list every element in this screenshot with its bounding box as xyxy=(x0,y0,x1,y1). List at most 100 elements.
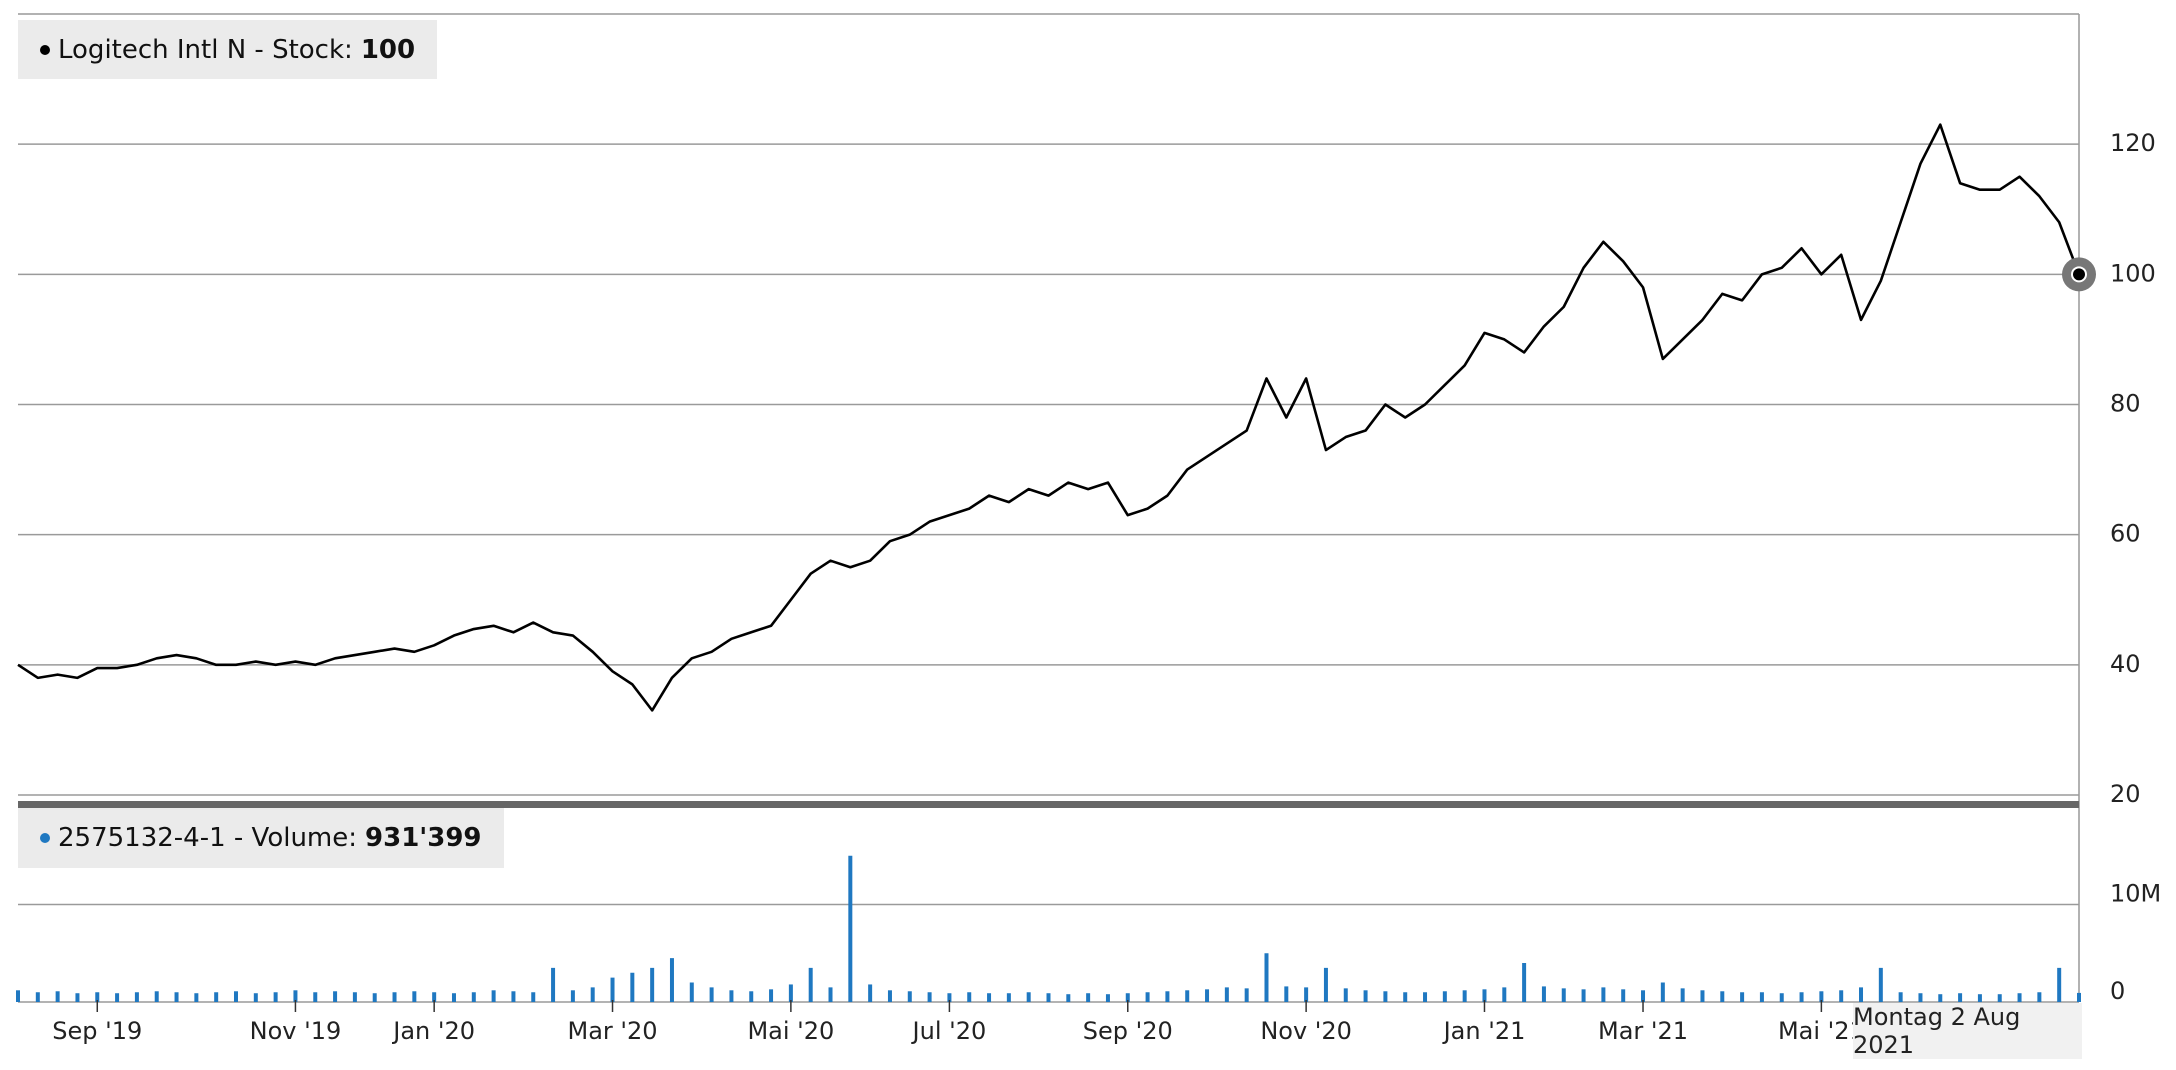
volume-bar xyxy=(927,992,932,1002)
volume-bar xyxy=(115,993,120,1002)
volume-bar xyxy=(2057,967,2062,1002)
crosshair-label: Montag 2 Aug 2021 xyxy=(1853,1003,2082,1059)
volume-bar xyxy=(1482,989,1487,1002)
volume-bar xyxy=(1898,992,1903,1002)
volume-bar xyxy=(1423,992,1428,1002)
volume-bar xyxy=(1918,993,1923,1002)
y-tick-label: 120 xyxy=(2110,129,2156,157)
volume-bar xyxy=(967,992,972,1002)
volume-bar xyxy=(2017,993,2022,1002)
volume-bar xyxy=(174,992,179,1002)
x-tick-label: Mai '21 xyxy=(1778,1017,1865,1045)
volume-bar xyxy=(1839,990,1844,1002)
volume-bar xyxy=(1264,953,1269,1002)
volume-bar xyxy=(1462,990,1467,1002)
volume-bar xyxy=(1977,994,1982,1002)
legend-dot xyxy=(40,833,50,843)
volume-bar xyxy=(1343,988,1348,1002)
volume-bar xyxy=(1363,990,1368,1002)
y-tick-label: 100 xyxy=(2110,259,2156,287)
volume-bar xyxy=(709,987,714,1002)
volume-bar xyxy=(1502,987,1507,1002)
volume-bar xyxy=(887,990,892,1002)
volume-bar xyxy=(1284,986,1289,1002)
volume-bar xyxy=(1383,991,1388,1002)
x-tick-label: Jan '21 xyxy=(1442,1017,1526,1045)
volume-bar xyxy=(630,972,635,1002)
volume-bar xyxy=(669,958,674,1002)
volume-bar xyxy=(828,987,833,1002)
volume-bar xyxy=(570,990,575,1002)
volume-bar xyxy=(352,992,357,1002)
legend-label: Logitech Intl N - Stock: xyxy=(58,34,353,65)
volume-bar xyxy=(1105,994,1110,1002)
volume-bar xyxy=(1561,988,1566,1002)
volume-bar xyxy=(907,991,912,1002)
volume-bar xyxy=(1066,994,1071,1002)
volume-bar xyxy=(1601,987,1606,1002)
y-tick-label: 80 xyxy=(2110,390,2141,418)
volume-bar xyxy=(769,989,774,1002)
volume-bar xyxy=(1026,992,1031,1002)
volume-bar xyxy=(1700,990,1705,1002)
volume-bar xyxy=(1046,993,1051,1002)
volume-bar xyxy=(1799,992,1804,1002)
volume-bar xyxy=(551,967,556,1002)
volume-bar xyxy=(491,990,496,1002)
volume-bar xyxy=(1641,990,1646,1002)
volume-bar xyxy=(1680,988,1685,1002)
volume-bar xyxy=(1958,993,1963,1002)
volume-bar xyxy=(1859,987,1864,1002)
volume-bar xyxy=(16,990,20,1002)
volume-bar xyxy=(471,992,476,1002)
volume-bar xyxy=(868,984,873,1002)
volume-bar xyxy=(1403,992,1408,1002)
volume-bar xyxy=(1938,994,1943,1002)
volume-bar xyxy=(1759,992,1764,1002)
volume-bar xyxy=(35,992,40,1002)
volume-bar xyxy=(947,993,952,1002)
volume-bar xyxy=(313,992,318,1002)
volume-bar xyxy=(808,967,813,1002)
x-tick-label: Mar '20 xyxy=(567,1017,657,1045)
volume-bar xyxy=(75,993,80,1002)
price-legend: Logitech Intl N - Stock: 100 xyxy=(18,20,438,79)
volume-bar xyxy=(432,992,437,1002)
y-tick-label: 40 xyxy=(2110,650,2141,678)
volume-bar xyxy=(511,991,516,1002)
volume-bar xyxy=(1323,967,1328,1002)
x-tick-label: Nov '19 xyxy=(250,1017,342,1045)
volume-bar xyxy=(451,993,456,1002)
volume-bar xyxy=(214,992,219,1002)
legend-value: 931'399 xyxy=(365,823,482,853)
volume-bar xyxy=(1740,992,1745,1002)
volume-bar xyxy=(1125,993,1130,1002)
x-tick-label: Jul '20 xyxy=(911,1017,987,1045)
volume-bar xyxy=(233,991,238,1002)
price-line xyxy=(17,123,2081,712)
panel-separator xyxy=(18,801,2079,808)
volume-bar xyxy=(1244,988,1249,1002)
volume-bar xyxy=(1621,989,1626,1002)
volume-bar xyxy=(1006,993,1011,1002)
volume-bar xyxy=(1165,991,1170,1002)
volume-bar xyxy=(253,993,258,1002)
volume-bar xyxy=(293,990,298,1002)
volume-bar xyxy=(1522,963,1527,1002)
volume-bar xyxy=(1720,991,1725,1002)
x-tick-label: Jan '20 xyxy=(391,1017,475,1045)
x-tick-label: Nov '20 xyxy=(1260,1017,1352,1045)
volume-bar xyxy=(1442,991,1447,1002)
volume-bar xyxy=(610,977,615,1002)
volume-bar xyxy=(729,990,734,1002)
legend-dot xyxy=(40,44,50,55)
volume-bar xyxy=(689,982,694,1002)
volume-bar xyxy=(590,987,595,1002)
volume-bar xyxy=(1541,986,1546,1002)
volume-bar xyxy=(987,993,992,1002)
volume-bar xyxy=(1086,993,1091,1002)
volume-bar xyxy=(1878,967,1883,1002)
volume-bar xyxy=(1304,987,1309,1002)
volume-bar xyxy=(194,993,199,1002)
volume-bar xyxy=(95,992,100,1002)
